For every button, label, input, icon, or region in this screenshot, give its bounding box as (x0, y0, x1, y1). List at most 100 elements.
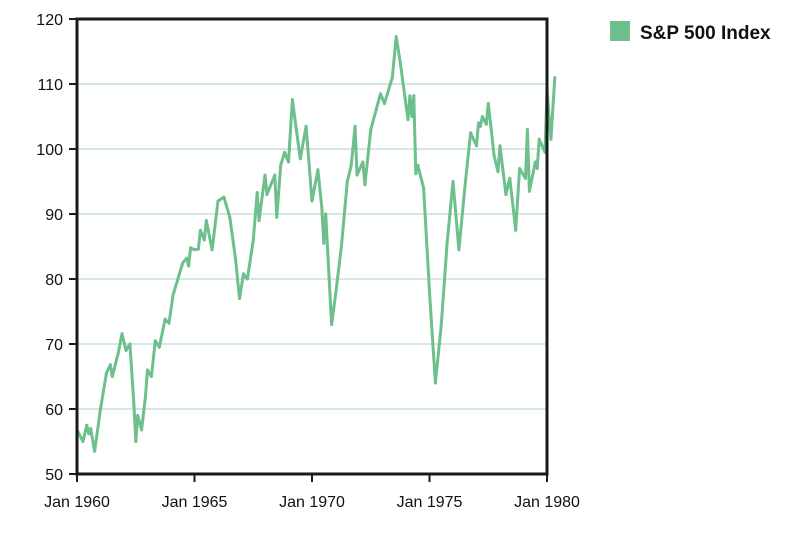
data-point (157, 345, 161, 349)
data-point (181, 261, 185, 265)
data-point (290, 98, 294, 102)
data-point (514, 228, 518, 232)
y-tick-label-90: 90 (45, 207, 63, 224)
series-line-sp500 (75, 35, 557, 453)
y-tick-label-70: 70 (45, 337, 63, 354)
data-point (283, 150, 287, 154)
legend: S&P 500 Index (610, 21, 771, 44)
data-point (353, 124, 357, 128)
x-tick-label: Jan 1960 (44, 494, 110, 511)
y-tick-label-120: 120 (36, 12, 63, 29)
data-point (245, 277, 249, 281)
data-point (439, 323, 443, 326)
data-point (287, 160, 290, 164)
x-tick-label: Jan 1980 (514, 494, 580, 511)
data-point (255, 191, 259, 195)
data-point (110, 375, 114, 378)
data-point (480, 115, 484, 118)
data-point (265, 193, 269, 196)
data-point (228, 215, 232, 219)
data-point (394, 35, 398, 39)
data-point (108, 363, 112, 367)
plot-frame (75, 17, 549, 476)
y-tick-label-50: 50 (45, 467, 63, 484)
data-point (406, 118, 410, 122)
data-point (363, 183, 367, 187)
data-point (428, 290, 431, 294)
y-axis-ticks: 50 60 70 80 90 100 110 120 (36, 12, 77, 484)
data-point (222, 195, 226, 199)
data-point (149, 375, 153, 378)
data-point (361, 160, 365, 164)
y-tick-label-110: 110 (37, 77, 63, 94)
x-tick-label: Jan 1975 (397, 494, 463, 511)
data-point (537, 137, 541, 141)
data-point (153, 339, 157, 343)
data-point (177, 274, 181, 278)
data-point (504, 193, 508, 196)
data-point (99, 407, 102, 411)
data-point (475, 144, 478, 148)
data-point (93, 449, 97, 453)
data-point (334, 293, 337, 297)
data-point (202, 238, 206, 242)
data-point (339, 245, 343, 248)
data-point (204, 219, 208, 222)
data-point (196, 247, 200, 251)
data-point (81, 440, 85, 443)
data-point (257, 219, 261, 222)
data-point (146, 368, 149, 372)
data-point (185, 256, 189, 260)
data-point (120, 332, 124, 336)
data-point (304, 124, 308, 128)
data-point (416, 163, 420, 167)
data-point (451, 180, 455, 183)
x-axis-ticks: Jan 1960 Jan 1965 Jan 1970 Jan 1975 Jan 1980 (44, 474, 580, 511)
data-point (242, 272, 245, 276)
data-point (134, 440, 138, 443)
data-point (390, 76, 394, 79)
y-tick-label-80: 80 (45, 272, 63, 289)
data-point (484, 122, 488, 126)
data-point (414, 172, 418, 176)
data-point (163, 317, 167, 321)
data-point (469, 131, 473, 135)
data-point (298, 157, 302, 161)
data-point (379, 92, 382, 96)
data-point (457, 248, 461, 252)
data-point (87, 432, 91, 436)
x-tick-label: Jan 1970 (279, 494, 345, 511)
data-point (187, 264, 191, 268)
data-point (124, 349, 128, 352)
data-point (498, 144, 502, 148)
data-point (527, 189, 531, 193)
data-point (445, 241, 449, 245)
data-point (524, 176, 527, 180)
data-point (238, 297, 241, 300)
data-point (349, 163, 353, 167)
data-point (310, 199, 314, 203)
data-point (463, 186, 467, 190)
data-point (234, 258, 238, 261)
data-point (508, 176, 512, 180)
data-point (251, 238, 255, 242)
data-point (477, 121, 480, 125)
data-point (533, 160, 537, 164)
data-point (410, 115, 414, 118)
data-point (525, 128, 529, 131)
data-point (85, 423, 89, 427)
data-point (535, 167, 539, 170)
data-point (193, 248, 196, 252)
data-point (104, 371, 108, 375)
data-point (136, 414, 140, 417)
data-point (273, 173, 277, 177)
data-point (478, 124, 482, 128)
data-point (294, 128, 298, 131)
data-point (496, 170, 500, 174)
data-point (132, 401, 136, 404)
data-point (553, 76, 557, 79)
data-point (549, 137, 553, 141)
data-point (144, 394, 147, 398)
y-tick-label-60: 60 (45, 402, 63, 419)
